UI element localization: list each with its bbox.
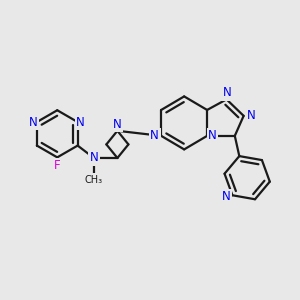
Text: N: N (223, 86, 232, 99)
Text: N: N (222, 190, 231, 203)
Text: N: N (113, 118, 122, 131)
Text: N: N (208, 129, 217, 142)
Text: N: N (150, 129, 159, 142)
Text: N: N (29, 116, 38, 128)
Text: CH₃: CH₃ (85, 175, 103, 185)
Text: N: N (89, 152, 98, 164)
Text: F: F (54, 159, 61, 172)
Text: N: N (247, 109, 256, 122)
Text: N: N (76, 116, 85, 128)
